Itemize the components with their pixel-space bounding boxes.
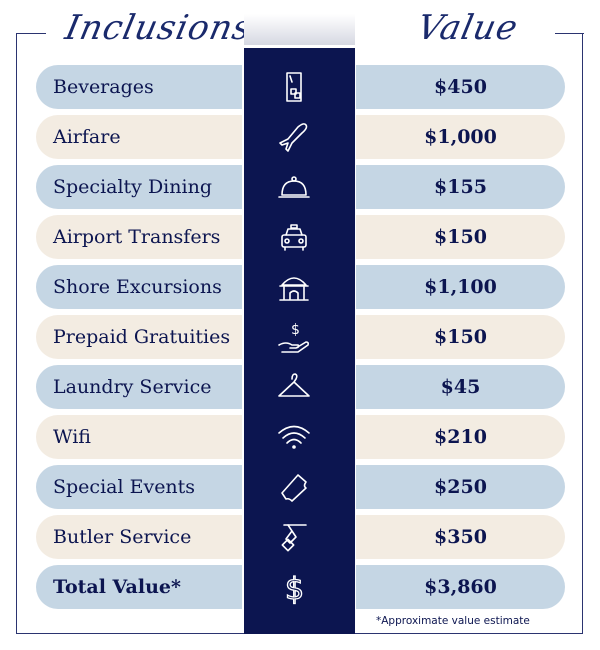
table-row: Specialty Dining $155 [36,165,565,209]
cloche-icon [274,167,314,207]
wifi-icon [274,417,314,457]
inclusion-label: Laundry Service [36,365,242,409]
landmark-icon [274,267,314,307]
inclusion-label: Airfare [36,115,242,159]
table-row: Special Events $250 [36,465,565,509]
inclusion-value: $210 [356,415,565,459]
inclusion-label: Shore Excursions [36,265,242,309]
table-row: Airfare $1,000 [36,115,565,159]
frame-line [16,33,46,34]
inclusion-value: $45 [356,365,565,409]
inclusion-label: Beverages [36,65,242,109]
inclusion-label: Total Value* [36,565,242,609]
taxi-icon [274,217,314,257]
table-row: Beverages $450 [36,65,565,109]
hanger-icon [274,367,314,407]
inclusion-value: $1,000 [356,115,565,159]
table-row: Laundry Service $45 [36,365,565,409]
inclusions-heading: Inclusions [61,8,256,48]
inclusion-value: $150 [356,315,565,359]
table-row: Prepaid Gratuities $ $150 [36,315,565,359]
svg-text:$: $ [291,322,300,338]
inclusion-label: Airport Transfers [36,215,242,259]
table-row: Airport Transfers $150 [36,215,565,259]
inclusion-value: $1,100 [356,265,565,309]
ticket-icon [274,467,314,507]
inclusion-label: Butler Service [36,515,242,559]
table-row: Wifi $210 [36,415,565,459]
inclusion-label: Prepaid Gratuities [36,315,242,359]
inclusion-value: $155 [356,165,565,209]
frame-line [555,33,584,34]
value-heading: Value [413,8,522,48]
dollar-icon: $ [274,567,314,607]
hand-dollar-icon: $ [274,317,314,357]
inclusion-value: $250 [356,465,565,509]
glass-ice-icon [274,67,314,107]
column-fade [244,14,355,45]
airplane-icon [274,117,314,157]
table-row: Shore Excursions $1,100 [36,265,565,309]
table-row: Butler Service $350 [36,515,565,559]
inclusion-label: Special Events [36,465,242,509]
butler-tray-icon [274,517,314,557]
inclusion-value: $150 [356,215,565,259]
inclusion-value: $350 [356,515,565,559]
footnote: *Approximate value estimate [376,615,530,627]
inclusion-value: $450 [356,65,565,109]
svg-text:$: $ [285,572,304,607]
inclusion-label: Wifi [36,415,242,459]
inclusion-label: Specialty Dining [36,165,242,209]
icon-column [244,48,355,634]
total-row: Total Value* $ $3,860 [36,565,565,609]
inclusion-value: $3,860 [356,565,565,609]
